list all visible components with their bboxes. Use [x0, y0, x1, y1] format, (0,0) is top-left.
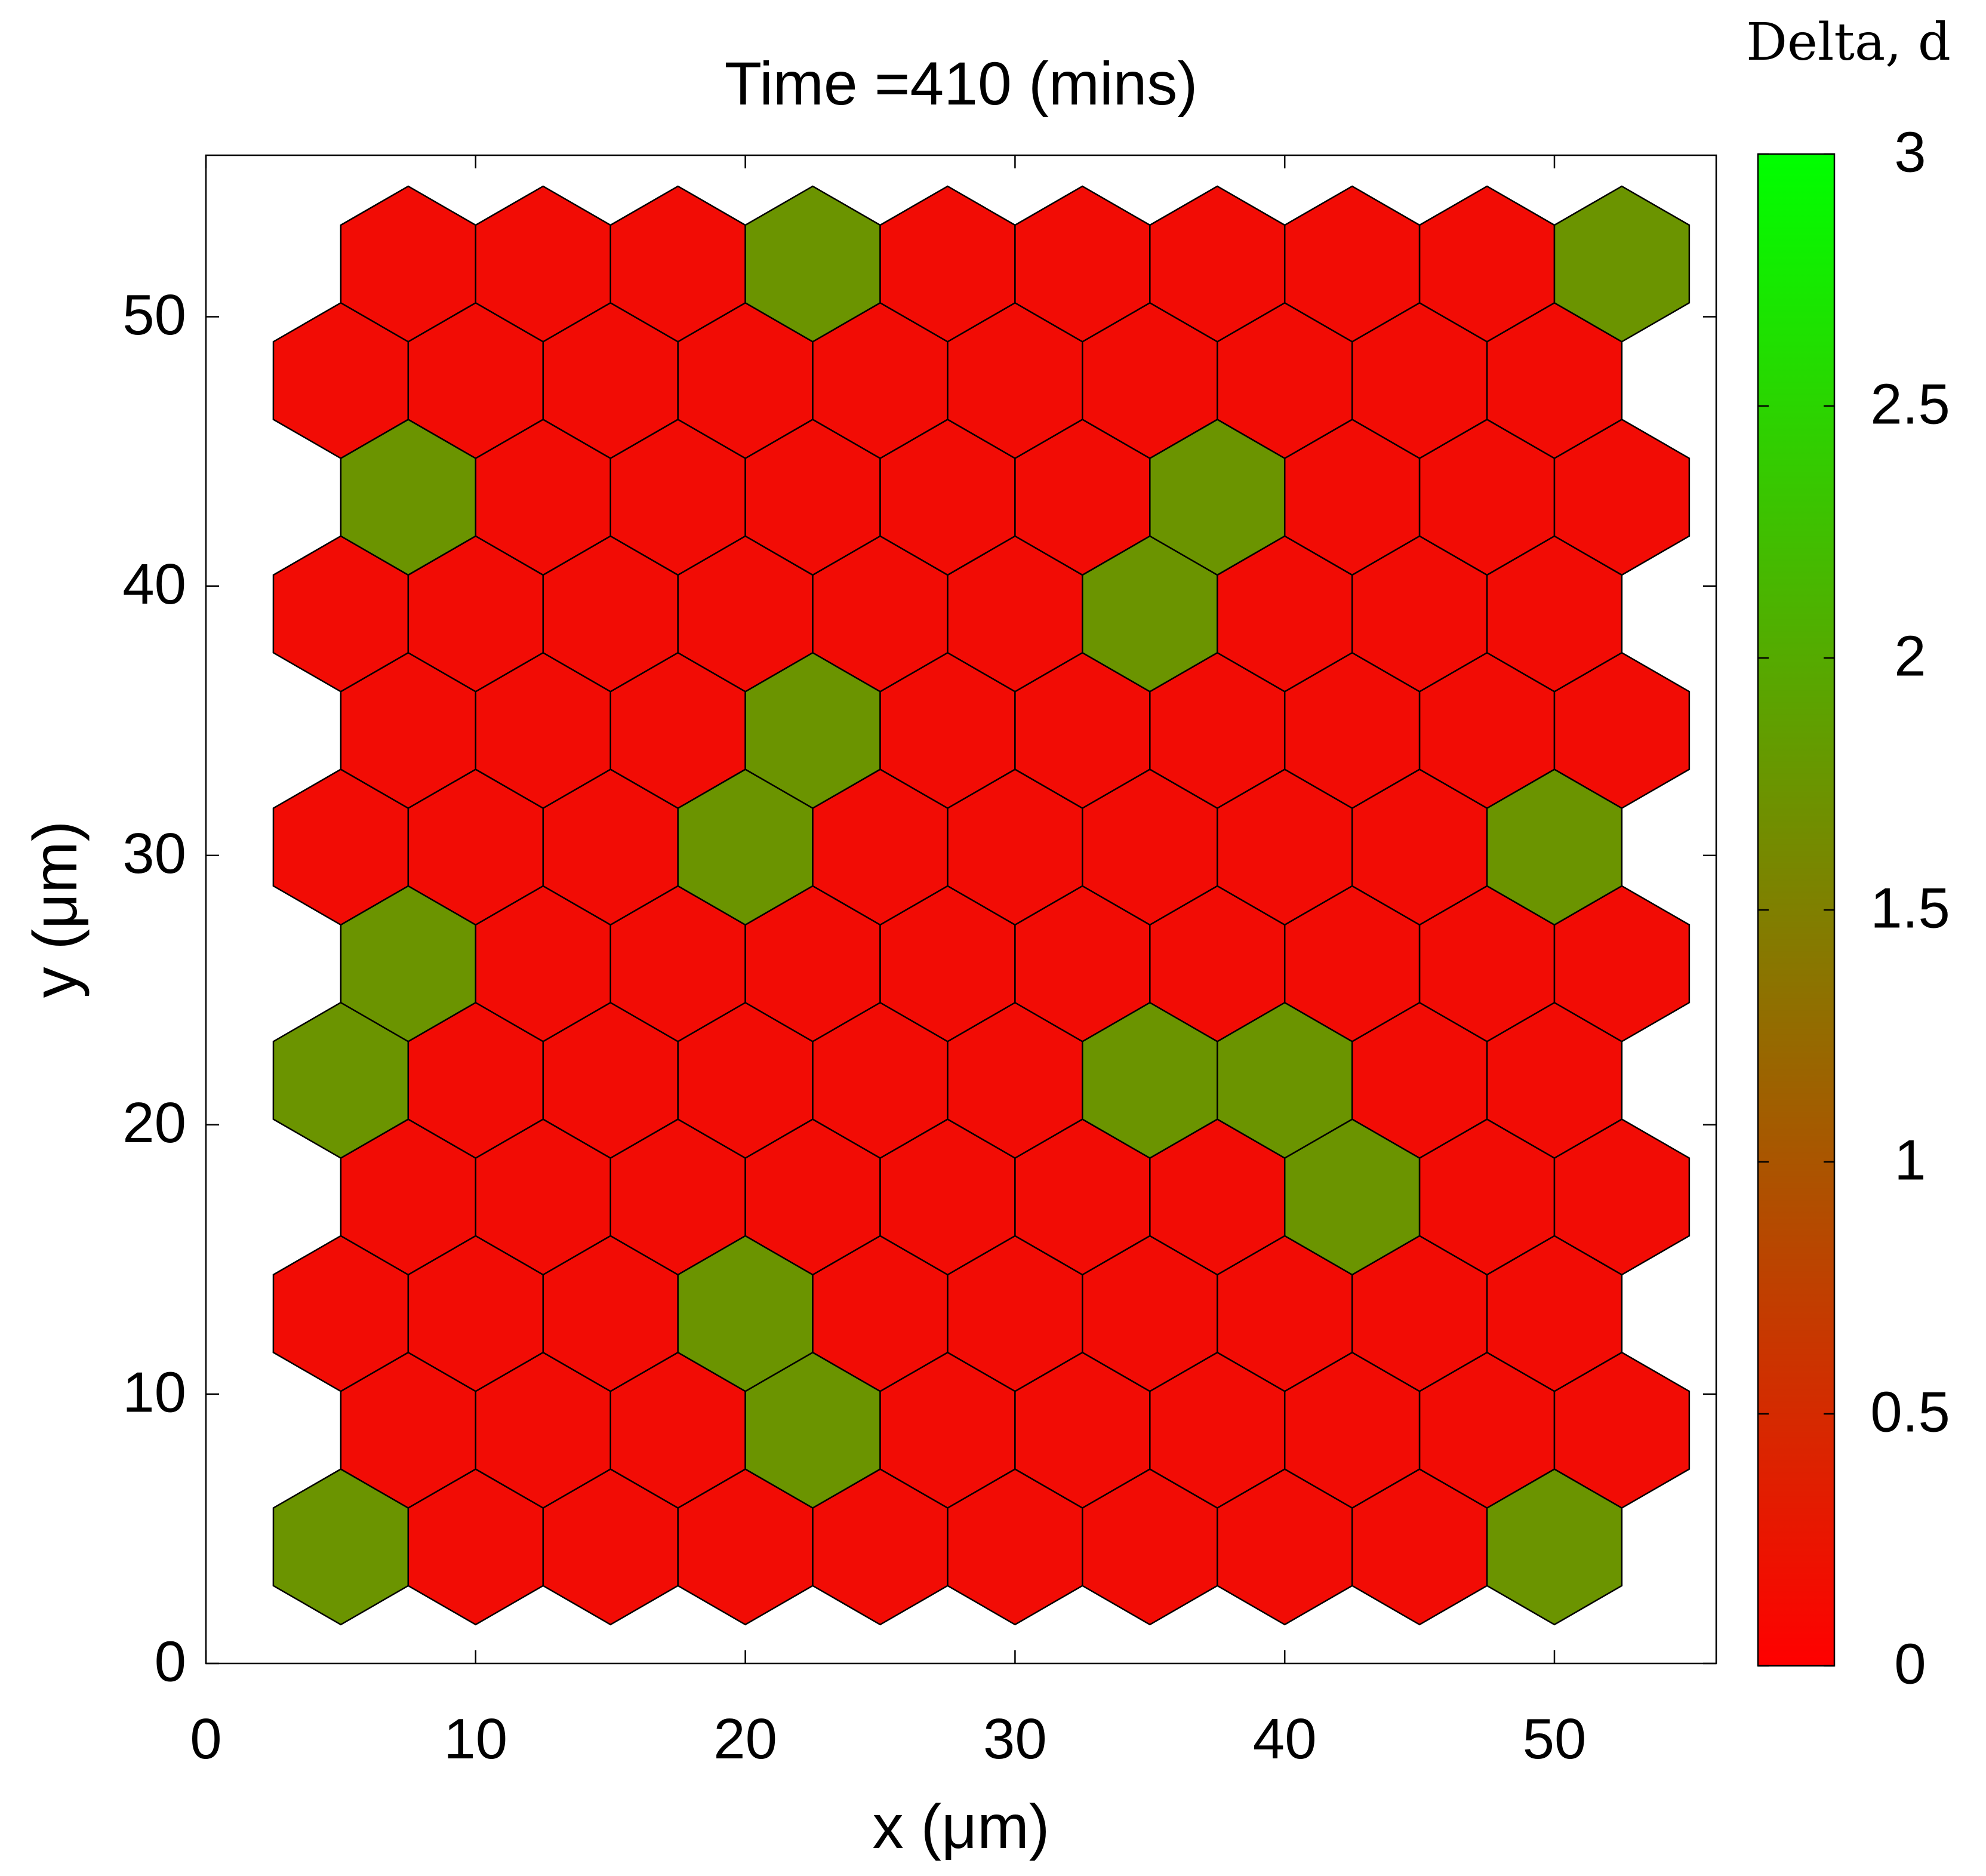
- colorbar-tick-label: 0: [1894, 1632, 1926, 1696]
- y-tick-label: 0: [155, 1629, 186, 1693]
- hex-cell: [1553, 185, 1691, 343]
- x-tick-label: 20: [713, 1707, 777, 1771]
- x-tick-label: 30: [983, 1707, 1047, 1771]
- colorbar-tick-label: 1.5: [1870, 876, 1950, 940]
- colorbar-title: Delta, d: [1746, 13, 1951, 72]
- axis-ticks: [205, 155, 1716, 1665]
- x-tick-label: 40: [1253, 1707, 1317, 1771]
- colorbar-tick-label: 2.5: [1870, 372, 1950, 436]
- plot-frame: [205, 154, 1717, 1665]
- colorbar-tick-label: 3: [1894, 120, 1926, 184]
- y-tick-label: 10: [122, 1360, 186, 1424]
- chart-title: Time =410 (mins): [725, 50, 1198, 118]
- colorbar-tick-labels: 0 0.5 1 1.5 2 2.5 3: [1870, 120, 1950, 1696]
- x-tick-label: 50: [1523, 1707, 1587, 1771]
- y-tick-label: 20: [122, 1091, 186, 1155]
- hex-cells: [272, 185, 1691, 1626]
- colorbar-tick-label: 0.5: [1870, 1380, 1950, 1444]
- colorbar: [1757, 153, 1836, 1667]
- y-axis-label: y (μm): [21, 821, 90, 998]
- x-axis-label: x (μm): [873, 1792, 1050, 1862]
- y-tick-label: 50: [122, 283, 186, 347]
- x-tick-label: 10: [444, 1707, 507, 1771]
- colorbar-tick-label: 1: [1894, 1128, 1926, 1192]
- y-tick-labels: 0 10 20 30 40 50: [122, 283, 186, 1694]
- colorbar-ticks: [1758, 153, 1834, 1667]
- y-tick-label: 30: [122, 822, 186, 885]
- x-tick-labels: 0 10 20 30 40 50: [190, 1707, 1586, 1771]
- y-tick-label: 40: [122, 552, 186, 616]
- x-tick-label: 0: [190, 1707, 221, 1771]
- colorbar-tick-label: 2: [1894, 624, 1926, 688]
